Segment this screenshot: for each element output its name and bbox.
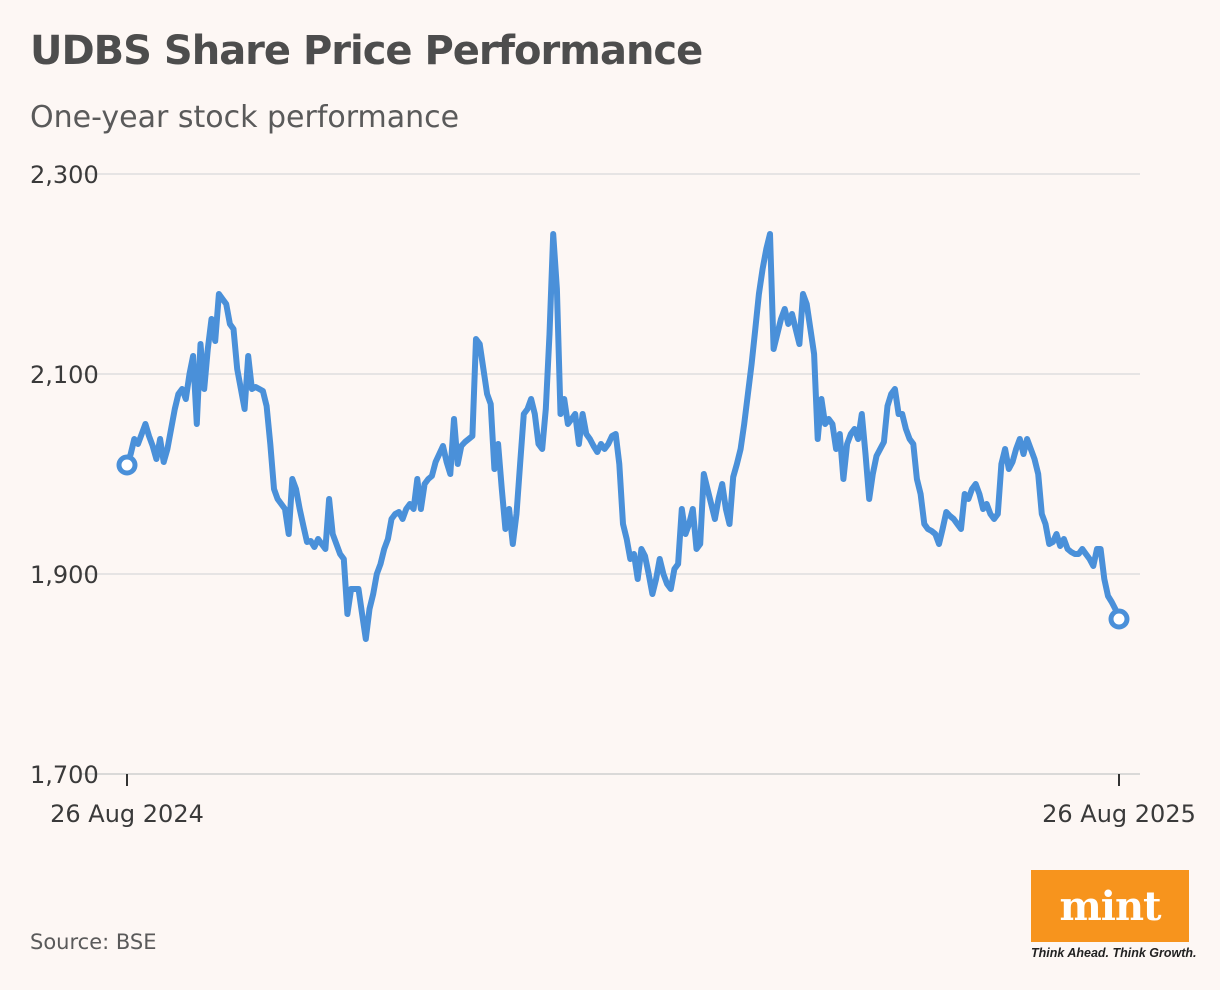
source-note: Source: BSE: [30, 930, 157, 954]
x-tick-label: 26 Aug 2024: [50, 800, 204, 828]
mint-logo: mint: [1031, 870, 1189, 942]
chart-title: UDBS Share Price Performance: [30, 28, 703, 74]
end-point-marker: [1108, 608, 1130, 630]
y-tick-label: 1,700: [30, 761, 99, 789]
y-tick-label: 1,900: [30, 561, 99, 589]
x-tick-label: 26 Aug 2025: [1042, 800, 1196, 828]
logo-text: mint: [1059, 882, 1161, 930]
logo-tagline: Think Ahead. Think Growth.: [1031, 946, 1197, 960]
chart-subtitle: One-year stock performance: [30, 100, 460, 135]
start-point-marker: [116, 454, 138, 476]
y-tick-label: 2,300: [30, 161, 99, 189]
y-tick-label: 2,100: [30, 361, 99, 389]
price-line: [124, 231, 1122, 642]
